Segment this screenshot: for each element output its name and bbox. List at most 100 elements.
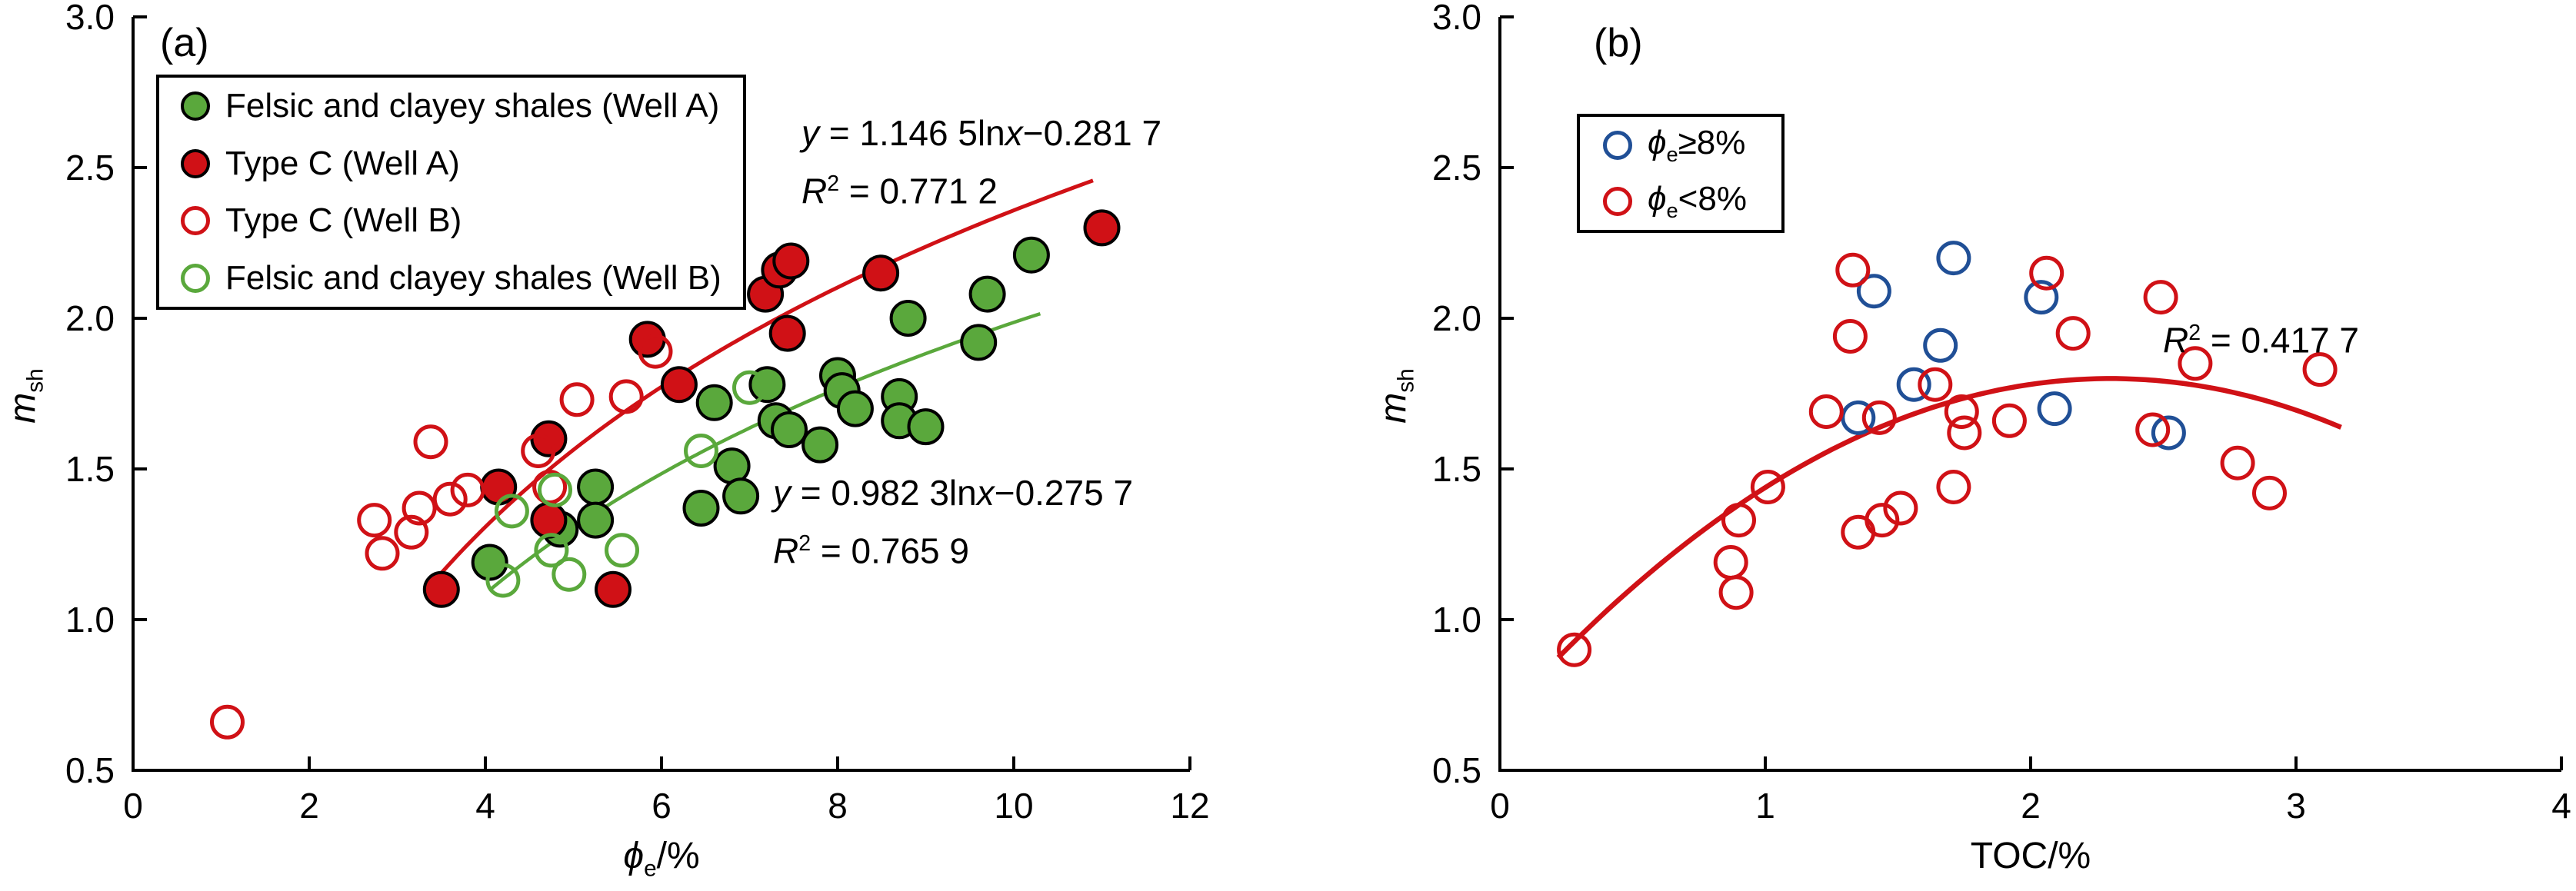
data-point (422, 570, 460, 608)
data-point (1918, 367, 1953, 402)
data-point (1936, 470, 1971, 504)
data-point (2029, 255, 2064, 291)
x-tick-label: 6 (651, 786, 671, 826)
data-point (471, 544, 508, 581)
x-axis-title-a: ϕe/% (623, 836, 700, 882)
y-tick-label: 1.5 (1432, 449, 1481, 489)
data-point (538, 472, 572, 507)
data-point (394, 514, 429, 550)
data-point (532, 470, 568, 504)
data-point (1808, 394, 1844, 429)
data-point (1012, 236, 1050, 274)
open-red-circle-icon (1603, 187, 1632, 217)
data-point (577, 468, 615, 506)
y-tick-label: 2.5 (1432, 148, 1481, 188)
data-point (2220, 445, 2255, 480)
data-point (713, 447, 751, 485)
data-point (402, 490, 437, 526)
data-point (772, 242, 810, 280)
data-point (862, 254, 900, 292)
x-tick-label: 0 (123, 786, 143, 826)
data-point (682, 490, 720, 527)
data-point (1991, 403, 2027, 438)
data-point (1936, 241, 1971, 276)
data-point (450, 472, 485, 507)
data-point (2178, 346, 2213, 381)
data-point (660, 366, 698, 404)
y-tick-label: 0.5 (65, 750, 115, 790)
data-point (768, 314, 806, 352)
data-point (357, 503, 392, 538)
filled-red-circle-icon (181, 148, 210, 178)
data-point (480, 468, 518, 506)
data-point (1718, 575, 1754, 610)
y-tick-label: 1.0 (1432, 600, 1481, 640)
data-point (432, 481, 468, 517)
data-point (1750, 470, 1785, 504)
data-point (552, 557, 587, 592)
y-tick-label: 3.0 (1432, 0, 1481, 37)
data-point (2055, 316, 2091, 351)
data-point (1841, 514, 1876, 550)
x-tick-label: 8 (828, 786, 848, 826)
green-trendline-equation: y = 0.982 3lnx−0.275 7 R2 = 0.765 9 (773, 473, 1134, 571)
data-point (836, 390, 874, 427)
data-point (1896, 367, 1931, 402)
data-point (2302, 352, 2338, 387)
panel-b-r2-annotation: R2 = 0.417 7 (2163, 320, 2359, 361)
x-tick-label: 2 (2021, 786, 2041, 826)
data-point (1841, 400, 1876, 435)
y-tick-label: 3.0 (65, 0, 115, 37)
x-tick-label: 10 (994, 786, 1033, 826)
open-red-circle-icon (181, 206, 210, 236)
x-tick-label: 0 (1490, 786, 1510, 826)
panel-b-label: (b) (1594, 21, 1643, 65)
legend-item: Felsic and clayey shales (Well A) (181, 87, 743, 125)
y-tick-label: 0.5 (1432, 750, 1481, 790)
panel-a-label: (a) (160, 21, 209, 65)
data-point (2037, 391, 2072, 427)
legend-label: Type C (Well B) (225, 201, 462, 240)
legend-label: Type C (Well A) (225, 144, 460, 182)
open-green-circle-icon (181, 263, 210, 293)
y-axis-title-b: msh (1373, 368, 1419, 424)
data-point (210, 704, 245, 740)
data-point (559, 382, 595, 417)
data-point (2024, 280, 2059, 315)
legend-item: Type C (Well A) (181, 145, 743, 183)
data-point (732, 370, 767, 405)
x-tick-label: 3 (2286, 786, 2306, 826)
data-point (1835, 252, 1871, 288)
data-point (1865, 503, 1900, 538)
data-point (907, 408, 945, 446)
data-point (1832, 319, 1868, 354)
data-point (968, 275, 1006, 313)
legend-label: ϕe<8% (1648, 180, 1747, 223)
data-point (608, 379, 644, 414)
legend-item: Felsic and clayey shales (Well B) (181, 259, 743, 298)
data-point (595, 570, 632, 608)
data-point (577, 501, 615, 539)
red-trendline-equation: y = 1.146 5lnx−0.281 7 R2 = 0.771 2 (801, 113, 1162, 211)
y-tick-label: 1.0 (65, 600, 115, 640)
y-tick-label: 2.5 (65, 148, 115, 188)
data-point (1721, 503, 1756, 538)
data-point (485, 563, 521, 598)
data-point (638, 334, 673, 369)
data-point (2151, 415, 2186, 450)
x-tick-label: 4 (2551, 786, 2571, 826)
legend-label: ϕe≥8% (1648, 123, 1746, 166)
data-point (722, 477, 760, 515)
data-point (534, 533, 569, 568)
data-point (2135, 412, 2171, 447)
data-point (684, 434, 718, 468)
legend-item: Type C (Well B) (181, 201, 743, 240)
data-point (695, 384, 733, 421)
legend-panel-a: Felsic and clayey shales (Well A) Type C… (156, 75, 746, 310)
data-point (1861, 400, 1897, 435)
data-point (1883, 490, 1918, 526)
data-point (1856, 274, 1891, 309)
data-point (530, 501, 568, 539)
